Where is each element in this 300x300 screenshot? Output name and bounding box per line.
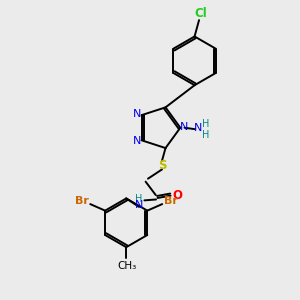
Text: H: H bbox=[135, 194, 143, 204]
Text: Cl: Cl bbox=[194, 7, 207, 20]
Text: Br: Br bbox=[164, 196, 178, 206]
Text: O: O bbox=[173, 188, 183, 202]
Text: Br: Br bbox=[75, 196, 89, 206]
Text: S: S bbox=[158, 159, 166, 172]
Text: N: N bbox=[180, 122, 189, 131]
Text: N: N bbox=[133, 109, 142, 119]
Text: N: N bbox=[135, 200, 143, 210]
Text: H: H bbox=[202, 130, 210, 140]
Text: N: N bbox=[133, 136, 142, 146]
Text: N: N bbox=[194, 123, 202, 133]
Text: CH₃: CH₃ bbox=[117, 261, 136, 271]
Text: H: H bbox=[202, 119, 210, 129]
